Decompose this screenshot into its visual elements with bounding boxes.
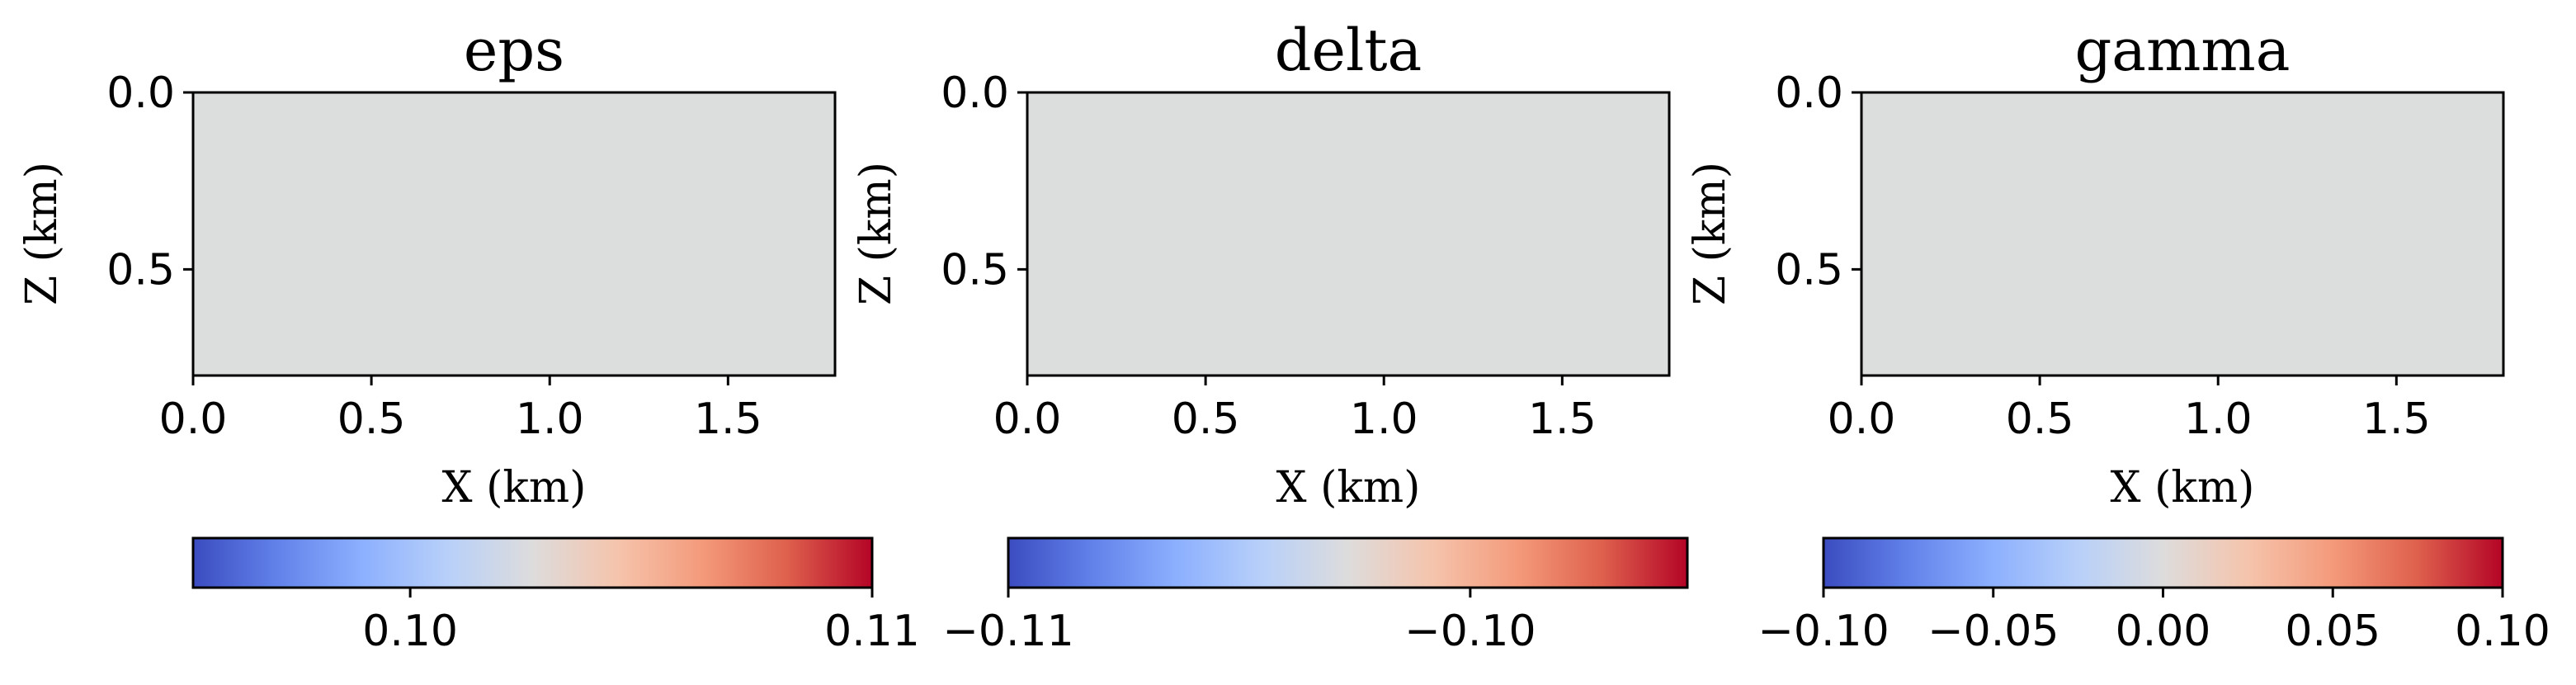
colorbar-tick-label: −0.10 [1757, 607, 1889, 656]
x-tick-label: 0.5 [1172, 394, 1240, 444]
colorbar-frame [1007, 536, 1689, 589]
x-ticks: 0.0 0.5 1.0 1.5 [159, 376, 762, 444]
y-tick-label: 0.0 [941, 68, 1009, 118]
x-tick-label: 0.5 [337, 394, 406, 444]
colorbar-tick-label: 0.10 [362, 607, 458, 656]
x-tick-label: 1.5 [1528, 394, 1597, 444]
colorbar [1008, 538, 1687, 588]
panel-eps: eps X (km) Z (km) 0.0 0.5 1.0 1.5 0.0 0.5 0.… [17, 17, 920, 656]
x-ticks: 0.0 0.5 1.0 1.5 [993, 376, 1597, 444]
y-axis-label: Z (km) [17, 162, 67, 305]
x-tick-label: 1.5 [2362, 394, 2431, 444]
x-tick-label: 1.0 [2184, 394, 2253, 444]
x-tick-label: 1.0 [1350, 394, 1418, 444]
x-tick-label: 1.5 [694, 394, 762, 444]
heatmap-field [193, 92, 835, 376]
colorbar-tick-label: 0.11 [824, 607, 920, 656]
colorbar-ticks: −0.11 −0.10 [942, 588, 1536, 656]
y-tick-label: 0.5 [106, 245, 175, 295]
colorbar-frame [191, 536, 874, 589]
colorbar-tick-label: 0.00 [2116, 607, 2211, 656]
x-axis-label: X (km) [442, 463, 587, 513]
x-tick-label: 0.0 [159, 394, 228, 444]
y-ticks: 0.0 0.5 [1775, 68, 1861, 295]
x-tick-label: 1.0 [516, 394, 584, 444]
panel-title: gamma [2074, 17, 2290, 84]
x-axis-label: X (km) [1276, 463, 1421, 513]
panel-delta: delta X (km) Z (km) 0.0 0.5 1.0 1.5 0.00.5 … [852, 17, 1689, 656]
y-axis-label: Z (km) [852, 162, 901, 305]
y-ticks: 0.0 0.5 [106, 68, 193, 295]
y-tick-label: 0.5 [941, 245, 1009, 295]
heatmap-field [1861, 92, 2503, 376]
colorbar-tick-label: 0.05 [2285, 607, 2380, 656]
y-tick-label: 0.0 [106, 68, 175, 118]
panel-title: eps [464, 17, 564, 84]
x-tick-label: 0.5 [2006, 394, 2074, 444]
colorbar-tick-label: 0.10 [2455, 607, 2550, 656]
y-ticks: 0.0 0.5 [941, 68, 1027, 295]
axes-frame [1860, 91, 2505, 377]
colorbar-tick-label: −0.11 [942, 607, 1073, 656]
y-tick-label: 0.5 [1775, 245, 1843, 295]
colorbar-tick-label: −0.10 [1404, 607, 1536, 656]
colorbar-ticks: −0.10 −0.05 0.00 0.05 0.10 [1757, 588, 2550, 656]
panel-title: delta [1275, 17, 1422, 84]
colorbar-tick-label: −0.05 [1927, 607, 2059, 656]
axes-frame [1026, 91, 1671, 377]
y-axis-label: Z (km) [1686, 162, 1735, 305]
colorbar [193, 538, 872, 588]
colorbar [1823, 538, 2503, 588]
x-ticks: 0.0 0.5 1.0 1.5 [1828, 376, 2431, 444]
x-axis-label: X (km) [2111, 463, 2255, 513]
heatmap-field [1027, 92, 1669, 376]
y-tick-label: 0.0 [1775, 68, 1843, 118]
axes-frame [191, 91, 837, 377]
panel-gamma: gamma X (km) Z (km) 0.0 0.5 1.0 1.5 0.00.5 … [1686, 17, 2550, 656]
colorbar-ticks: 0.10 0.11 [362, 588, 920, 656]
x-tick-label: 0.0 [993, 394, 1062, 444]
x-tick-label: 0.0 [1828, 394, 1896, 444]
